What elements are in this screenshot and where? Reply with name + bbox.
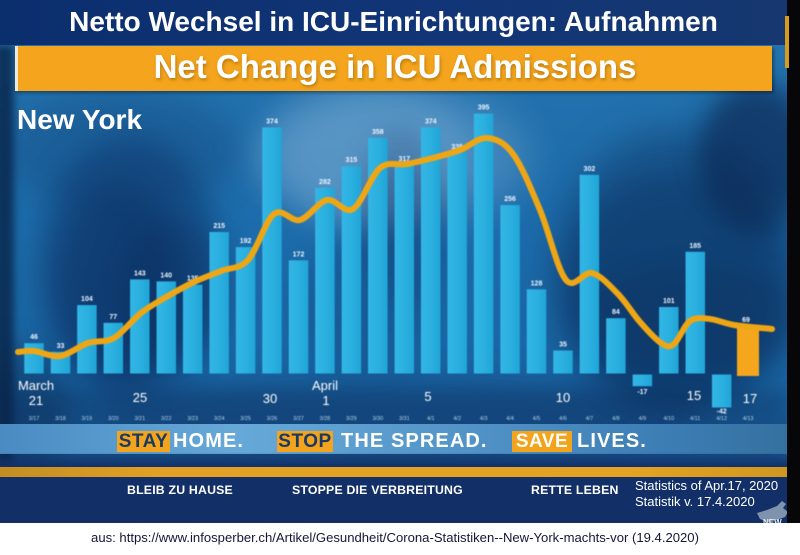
svg-text:15: 15	[687, 388, 701, 403]
svg-text:374: 374	[266, 118, 278, 125]
svg-text:282: 282	[319, 179, 331, 186]
svg-text:5: 5	[424, 389, 431, 404]
svg-text:4/10: 4/10	[663, 416, 674, 422]
svg-text:4/4: 4/4	[506, 416, 514, 422]
svg-text:84: 84	[612, 309, 620, 316]
svg-text:104: 104	[81, 296, 93, 303]
svg-text:3/21: 3/21	[134, 416, 145, 422]
svg-text:10: 10	[556, 390, 570, 405]
svg-text:4/2: 4/2	[453, 416, 461, 422]
svg-text:3/24: 3/24	[214, 416, 225, 422]
svg-text:April: April	[312, 378, 338, 393]
svg-text:1: 1	[322, 393, 329, 408]
svg-text:101: 101	[663, 298, 675, 305]
svg-text:-17: -17	[637, 389, 647, 396]
svg-text:3/30: 3/30	[372, 416, 383, 422]
svg-text:3/20: 3/20	[108, 416, 119, 422]
svg-text:NEW: NEW	[763, 518, 782, 523]
svg-text:3/26: 3/26	[267, 416, 278, 422]
svg-text:4/9: 4/9	[639, 416, 647, 422]
svg-text:4/11: 4/11	[690, 416, 700, 422]
svg-text:3/29: 3/29	[346, 416, 357, 422]
svg-text:143: 143	[134, 270, 146, 277]
svg-text:3/22: 3/22	[161, 416, 172, 422]
svg-text:302: 302	[584, 166, 596, 173]
svg-text:3/28: 3/28	[320, 416, 331, 422]
svg-text:215: 215	[213, 223, 225, 230]
svg-text:358: 358	[372, 129, 384, 136]
svg-text:4/5: 4/5	[533, 416, 541, 422]
svg-text:335: 335	[451, 144, 463, 151]
svg-text:77: 77	[109, 314, 117, 321]
svg-text:17: 17	[743, 391, 757, 406]
svg-text:3/19: 3/19	[82, 416, 93, 422]
svg-text:135: 135	[187, 276, 199, 283]
svg-text:3/18: 3/18	[55, 416, 66, 422]
svg-text:March: March	[18, 378, 54, 393]
svg-text:4/13: 4/13	[743, 416, 754, 422]
svg-text:4/12: 4/12	[716, 416, 727, 422]
svg-text:128: 128	[531, 280, 543, 287]
svg-text:35: 35	[559, 342, 567, 349]
svg-text:3/25: 3/25	[240, 416, 251, 422]
svg-text:3/17: 3/17	[29, 416, 40, 422]
svg-text:185: 185	[689, 243, 701, 250]
svg-text:4/3: 4/3	[480, 416, 488, 422]
svg-text:-42: -42	[717, 409, 727, 416]
svg-text:317: 317	[398, 156, 410, 163]
svg-text:3/31: 3/31	[399, 416, 410, 422]
svg-text:140: 140	[160, 272, 172, 279]
svg-text:192: 192	[240, 238, 252, 245]
svg-text:256: 256	[504, 196, 516, 203]
svg-text:30: 30	[263, 391, 277, 406]
svg-text:4/1: 4/1	[427, 416, 435, 422]
svg-text:374: 374	[425, 118, 437, 125]
svg-text:3/27: 3/27	[293, 416, 304, 422]
svg-text:4/7: 4/7	[586, 416, 594, 422]
svg-text:315: 315	[346, 157, 358, 164]
svg-text:4/8: 4/8	[612, 416, 620, 422]
svg-text:21: 21	[29, 393, 43, 408]
svg-text:4/6: 4/6	[559, 416, 567, 422]
svg-text:395: 395	[478, 105, 490, 112]
svg-text:172: 172	[293, 251, 305, 258]
svg-text:3/23: 3/23	[187, 416, 198, 422]
svg-text:69: 69	[742, 317, 750, 324]
svg-text:33: 33	[57, 343, 65, 350]
svg-text:25: 25	[133, 390, 147, 405]
svg-text:46: 46	[30, 334, 38, 341]
